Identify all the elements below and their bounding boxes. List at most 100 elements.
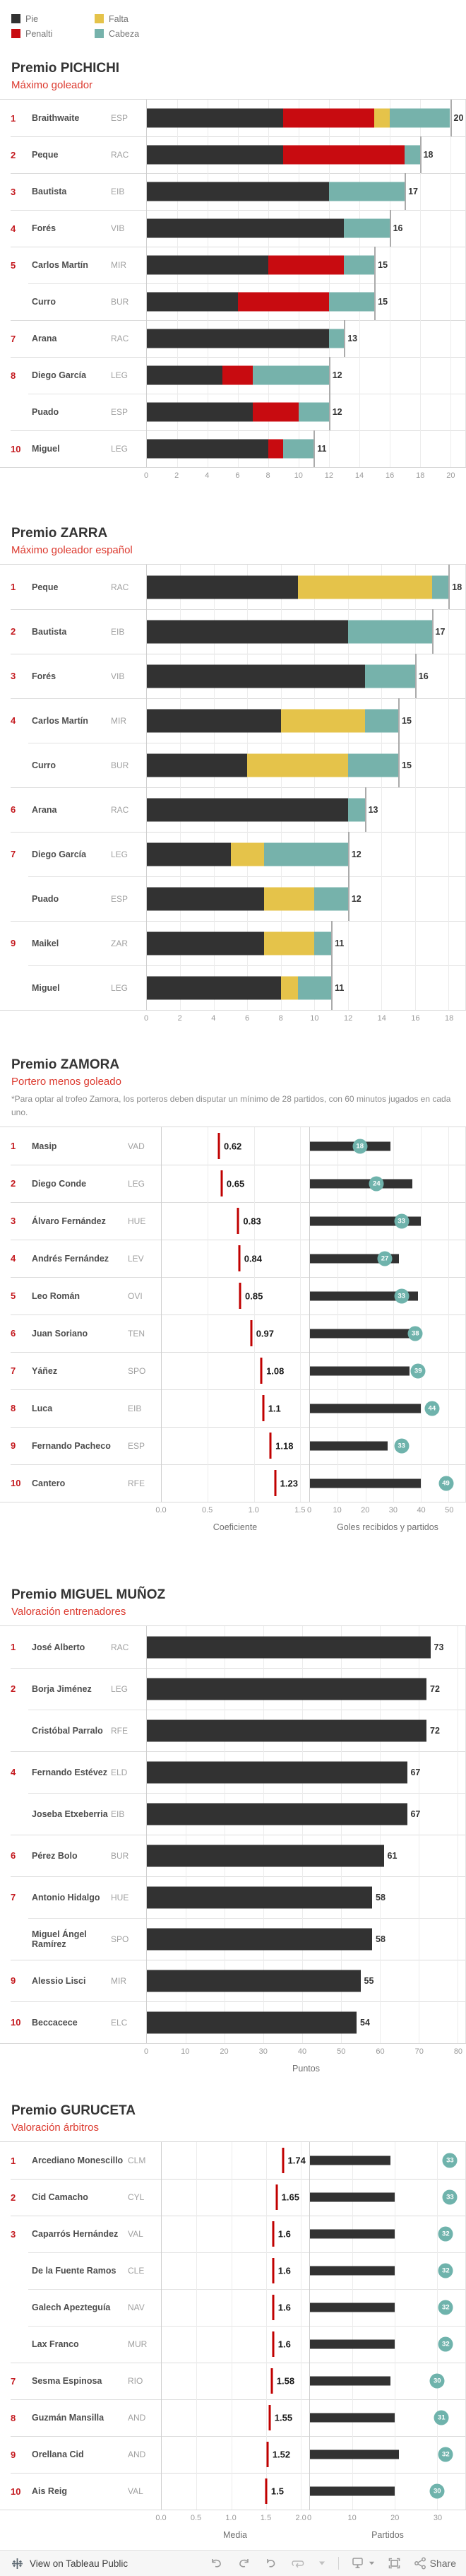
bar-segment-cabeza[interactable] [283, 439, 314, 459]
coefficient-line[interactable] [272, 2295, 275, 2320]
bar-segment-pie[interactable] [147, 439, 268, 459]
stacked-goal-bar[interactable] [147, 798, 465, 821]
value-circle[interactable]: 33 [394, 1438, 410, 1453]
stacked-goal-bar[interactable] [147, 182, 465, 201]
bar-segment-cabeza[interactable] [344, 255, 375, 275]
bar-segment-cabeza[interactable] [253, 365, 329, 385]
points-bar[interactable] [147, 1803, 465, 1825]
matches-bar[interactable] [310, 2339, 395, 2349]
bar-segment-falta[interactable] [230, 842, 265, 866]
matches-bar[interactable] [310, 1366, 410, 1375]
value-circle[interactable]: 32 [438, 2300, 453, 2315]
stacked-goal-bar[interactable] [147, 842, 465, 866]
stacked-goal-bar[interactable] [147, 402, 465, 422]
matches-bar[interactable] [310, 2266, 395, 2276]
bar-segment-value[interactable] [147, 1970, 361, 1992]
points-bar[interactable] [147, 1970, 465, 1992]
bar-segment-pie[interactable] [147, 842, 231, 866]
points-bar[interactable] [147, 1719, 465, 1741]
matches-bar[interactable] [310, 1291, 419, 1300]
matches-bar[interactable] [310, 2413, 395, 2423]
coefficient-line[interactable] [220, 1170, 223, 1196]
value-circle[interactable]: 32 [438, 2336, 453, 2352]
stacked-goal-bar[interactable] [147, 218, 465, 238]
matches-bar[interactable] [310, 2229, 395, 2239]
bar-segment-value[interactable] [147, 1803, 407, 1825]
bar-segment-pie[interactable] [147, 664, 365, 688]
bar-segment-value[interactable] [147, 1845, 384, 1866]
coefficient-line[interactable] [272, 2331, 275, 2357]
bar-segment-falta[interactable] [264, 887, 315, 910]
value-circle[interactable]: 49 [438, 1476, 453, 1490]
bar-segment-pie[interactable] [147, 402, 253, 422]
bar-segment-cabeza[interactable] [347, 753, 399, 777]
value-circle[interactable]: 32 [438, 2447, 453, 2462]
value-circle[interactable]: 31 [434, 2410, 449, 2425]
value-circle[interactable]: 24 [369, 1176, 384, 1191]
bar-segment-value[interactable] [147, 1719, 426, 1741]
bar-segment-cabeza[interactable] [314, 931, 332, 955]
bar-segment-falta[interactable] [297, 575, 432, 599]
stacked-goal-bar[interactable] [147, 292, 465, 312]
bar-segment-cabeza[interactable] [328, 292, 375, 312]
bar-segment-cabeza[interactable] [328, 329, 345, 348]
refresh-icon[interactable] [290, 2558, 306, 2569]
coefficient-line[interactable] [266, 2442, 269, 2467]
coefficient-line[interactable] [250, 1320, 253, 1346]
matches-bar[interactable] [310, 2156, 391, 2165]
bar-segment-pie[interactable] [147, 931, 265, 955]
matches-bar[interactable] [310, 1216, 422, 1225]
bar-segment-cabeza[interactable] [405, 145, 420, 165]
value-circle[interactable]: 30 [429, 2373, 445, 2389]
matches-bar[interactable] [310, 1329, 419, 1338]
value-circle[interactable]: 33 [394, 1213, 410, 1228]
matches-bar[interactable] [310, 1478, 422, 1488]
bar-segment-cabeza[interactable] [431, 575, 449, 599]
stacked-goal-bar[interactable] [147, 620, 465, 643]
matches-bar[interactable] [310, 2302, 395, 2312]
bar-segment-cabeza[interactable] [264, 842, 348, 866]
bar-segment-falta[interactable] [247, 753, 348, 777]
coefficient-line[interactable] [272, 2258, 275, 2283]
bar-segment-penalti[interactable] [283, 108, 375, 128]
value-circle[interactable]: 44 [424, 1401, 440, 1416]
points-bar[interactable] [147, 1886, 465, 1908]
bar-segment-falta[interactable] [374, 108, 390, 128]
matches-bar[interactable] [310, 1441, 388, 1450]
coefficient-line[interactable] [269, 1433, 272, 1459]
stacked-goal-bar[interactable] [147, 329, 465, 348]
points-bar[interactable] [147, 1761, 465, 1783]
points-bar[interactable] [147, 2011, 465, 2033]
matches-bar[interactable] [310, 2486, 395, 2496]
bar-segment-cabeza[interactable] [298, 402, 329, 422]
pause-caret-icon[interactable] [318, 2560, 325, 2566]
stacked-goal-bar[interactable] [147, 365, 465, 385]
bar-segment-pie[interactable] [147, 753, 248, 777]
stacked-goal-bar[interactable] [147, 887, 465, 910]
bar-segment-value[interactable] [147, 1761, 407, 1783]
matches-bar[interactable] [310, 1254, 399, 1263]
bar-segment-falta[interactable] [280, 709, 365, 732]
value-circle[interactable]: 27 [377, 1251, 393, 1266]
stacked-goal-bar[interactable] [147, 439, 465, 459]
undo-icon[interactable] [210, 2558, 224, 2569]
value-circle[interactable]: 18 [352, 1139, 368, 1153]
coefficient-line[interactable] [262, 1395, 265, 1421]
coefficient-line[interactable] [282, 2148, 285, 2173]
stacked-goal-bar[interactable] [147, 575, 465, 599]
value-circle[interactable]: 33 [394, 1288, 410, 1303]
bar-segment-pie[interactable] [147, 976, 281, 999]
bar-segment-penalti[interactable] [253, 402, 299, 422]
bar-segment-pie[interactable] [147, 709, 281, 732]
bar-segment-penalti[interactable] [237, 292, 329, 312]
bar-segment-cabeza[interactable] [389, 108, 450, 128]
bar-segment-cabeza[interactable] [347, 798, 365, 821]
stacked-goal-bar[interactable] [147, 931, 465, 955]
points-bar[interactable] [147, 1845, 465, 1866]
bar-segment-pie[interactable] [147, 182, 329, 201]
stacked-goal-bar[interactable] [147, 976, 465, 999]
bar-segment-pie[interactable] [147, 575, 298, 599]
matches-bar[interactable] [310, 1404, 422, 1413]
matches-bar[interactable] [310, 2449, 400, 2459]
value-circle[interactable]: 39 [410, 1363, 426, 1378]
